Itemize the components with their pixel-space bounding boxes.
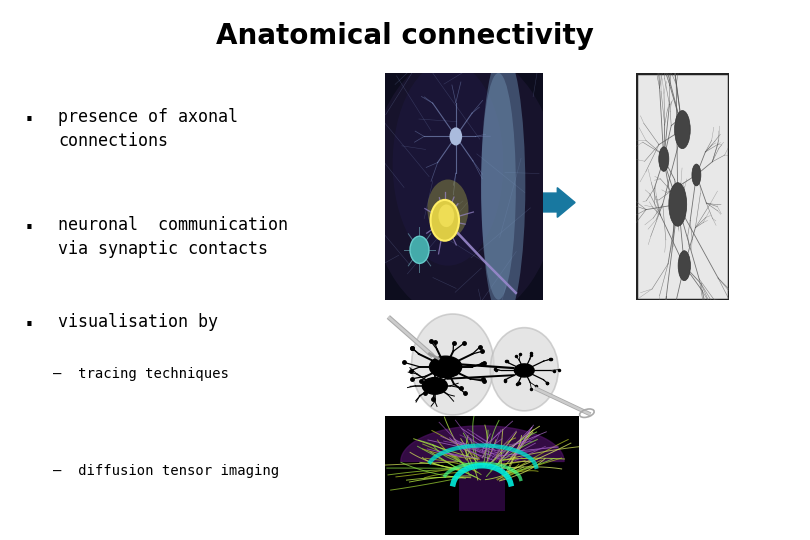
- Text: neuronal  communication
via synaptic contacts: neuronal communication via synaptic cont…: [58, 216, 288, 258]
- Text: ·: ·: [24, 313, 33, 337]
- Circle shape: [659, 147, 669, 171]
- Ellipse shape: [490, 328, 558, 411]
- Circle shape: [410, 236, 429, 264]
- Text: ·: ·: [24, 216, 33, 240]
- Ellipse shape: [481, 50, 526, 322]
- Circle shape: [678, 251, 690, 281]
- Text: –  diffusion tensor imaging: – diffusion tensor imaging: [53, 464, 279, 478]
- Circle shape: [669, 183, 687, 226]
- Text: Anatomical connectivity: Anatomical connectivity: [216, 22, 594, 50]
- Text: visualisation by: visualisation by: [58, 313, 219, 331]
- Ellipse shape: [393, 62, 503, 266]
- Circle shape: [675, 111, 690, 148]
- Circle shape: [450, 127, 463, 145]
- Ellipse shape: [481, 73, 516, 300]
- Circle shape: [431, 200, 459, 241]
- Circle shape: [514, 364, 534, 377]
- Circle shape: [438, 205, 454, 227]
- Ellipse shape: [369, 50, 558, 322]
- Circle shape: [692, 164, 701, 186]
- Ellipse shape: [411, 314, 494, 415]
- Circle shape: [429, 356, 462, 377]
- Circle shape: [422, 377, 447, 394]
- Text: ·: ·: [24, 108, 33, 132]
- FancyArrow shape: [517, 188, 575, 217]
- Bar: [458, 461, 505, 511]
- Text: –  tracing techniques: – tracing techniques: [53, 367, 228, 381]
- Text: presence of axonal
connections: presence of axonal connections: [58, 108, 238, 150]
- Circle shape: [428, 179, 468, 239]
